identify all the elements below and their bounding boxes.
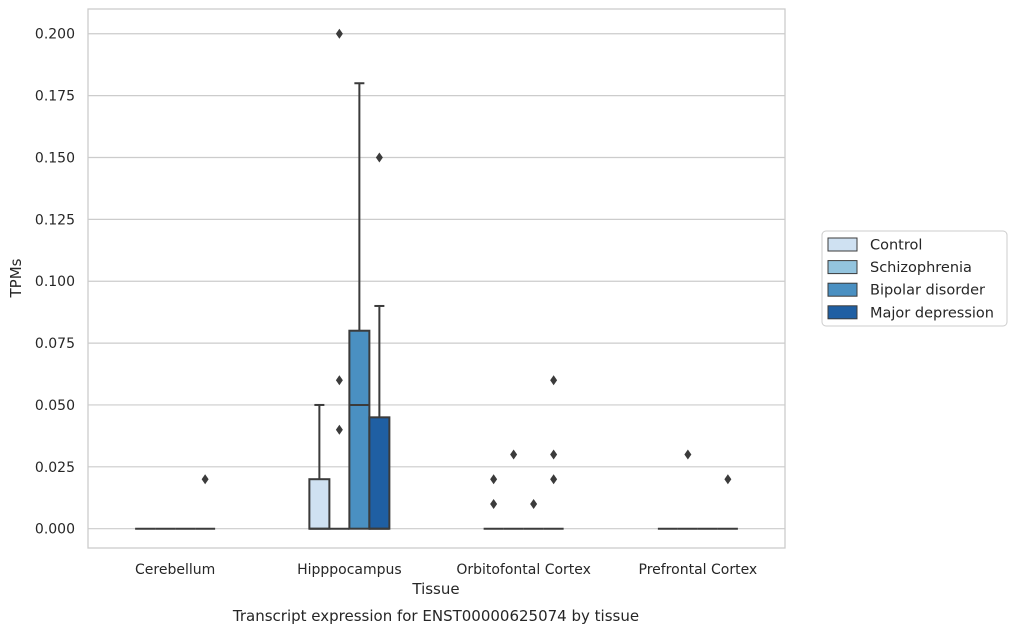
y-axis-ticks: 0.000 0.025 0.050 0.075 0.100 0.125 0.150 0.175… [35, 27, 75, 538]
boxes [135, 82, 738, 530]
box [348, 329, 371, 530]
legend-swatch [827, 260, 858, 275]
x-tick-label: Orbitofontal Cortex [456, 562, 591, 578]
legend-label: Bipolar disorder [870, 283, 985, 299]
outlier-point [724, 474, 732, 485]
outlier-point [550, 474, 558, 485]
legend-label: Schizophrenia [870, 260, 972, 276]
legend: Control Schizophrenia Bipolar disorder Majo… [821, 230, 1008, 327]
y-tick-label: 0.025 [35, 460, 75, 476]
outliers [201, 28, 732, 509]
y-tick-label: 0.050 [35, 398, 75, 414]
y-tick-label: 0.075 [35, 336, 75, 352]
legend-frame [821, 230, 1008, 327]
y-tick-label: 0.000 [35, 522, 75, 538]
legend-label: Major depression [870, 305, 994, 321]
outlier-point [510, 449, 518, 460]
legend-swatch [827, 282, 858, 297]
legend-label: Control [870, 238, 922, 254]
outlier-point [335, 424, 343, 435]
legend-swatch [827, 305, 858, 320]
chart-title: Transcript expression for ENST0000062507… [232, 607, 639, 625]
outlier-point [335, 375, 343, 386]
outlier-point [550, 449, 558, 460]
outlier-point [490, 498, 498, 509]
outlier-point [375, 152, 383, 163]
legend-swatch [827, 237, 858, 252]
gridlines [88, 33, 785, 530]
outlier-point [684, 449, 692, 460]
outlier-point [201, 474, 209, 485]
outlier-point [490, 474, 498, 485]
x-tick-label: Hipppocampus [297, 562, 402, 578]
y-tick-label: 0.200 [35, 27, 75, 43]
x-axis-ticks: Cerebellum Hipppocampus Orbitofontal Corte… [135, 562, 757, 578]
plot-area-frame [87, 8, 786, 549]
outlier-point [335, 28, 343, 39]
y-tick-label: 0.100 [35, 274, 75, 290]
outlier-point [530, 498, 538, 509]
x-tick-label: Cerebellum [135, 562, 215, 578]
x-tick-label: Prefrontal Cortex [639, 562, 758, 578]
box [368, 416, 391, 530]
y-tick-label: 0.150 [35, 150, 75, 166]
y-axis-label: TPMs [7, 258, 25, 298]
y-tick-label: 0.125 [35, 212, 75, 228]
y-tick-label: 0.175 [35, 89, 75, 105]
outlier-point [550, 375, 558, 386]
x-axis-label: Tissue [411, 580, 459, 598]
box [308, 478, 331, 530]
